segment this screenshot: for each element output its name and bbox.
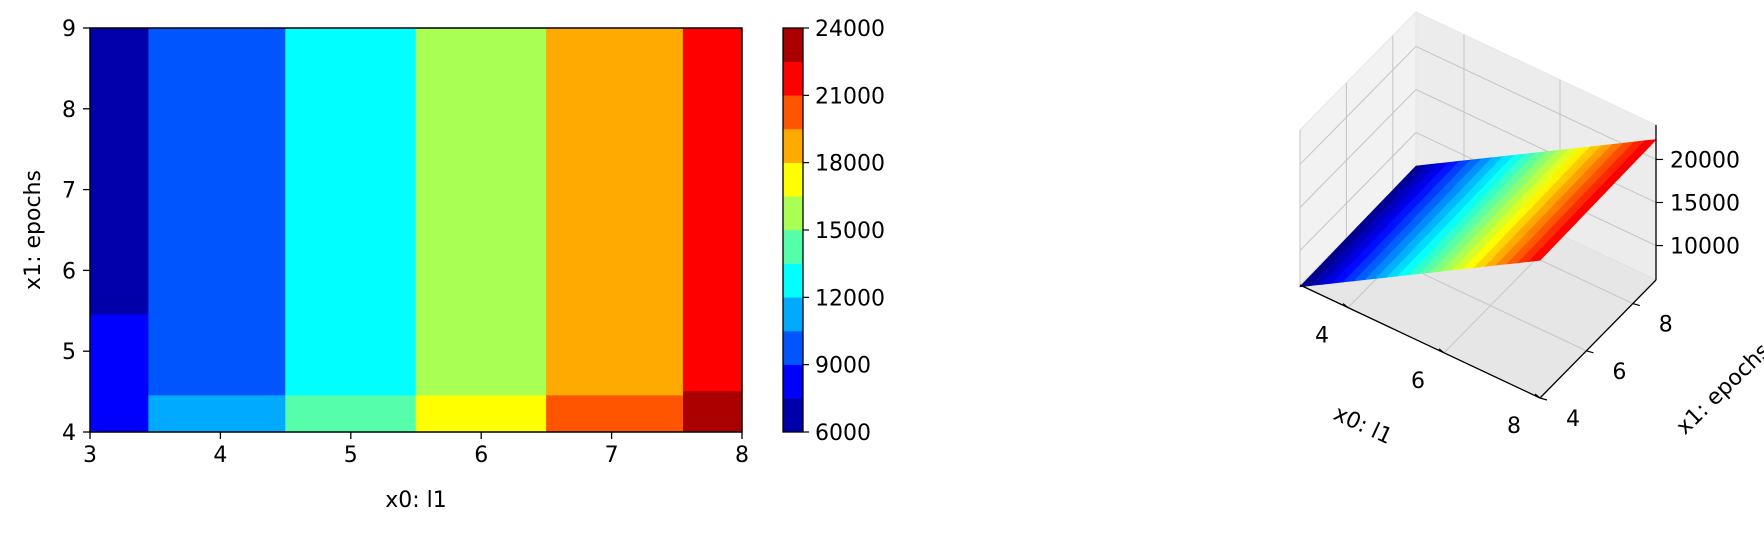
colorbar-tick-label: 9000 (815, 354, 871, 379)
y-tick-label: 6 (62, 259, 76, 284)
grid-line (1415, 45, 1657, 160)
contour-region (148, 27, 286, 396)
contour-region (546, 27, 684, 396)
colorbar-segment (782, 398, 804, 433)
contour-region (148, 395, 286, 433)
grid-line (1299, 89, 1417, 208)
z3d-tick-label: 20000 (1670, 148, 1740, 173)
colorbar-segment (782, 330, 804, 365)
x-axis-line (1299, 284, 1541, 399)
grid-line (1299, 46, 1417, 165)
x-tick-label: 8 (735, 443, 749, 468)
colorbar-segment (782, 229, 804, 264)
colorbar-segment (782, 95, 804, 130)
x3d-tick-mark (1438, 348, 1445, 354)
colorbar-segment (782, 263, 804, 298)
contour-region (683, 391, 743, 433)
x3d-tick-mark (1342, 303, 1349, 309)
colorbar-segment (782, 364, 804, 399)
y3d-tick-label: 8 (1659, 313, 1673, 338)
surface-patch (1528, 229, 1571, 262)
contour-region (285, 395, 417, 433)
colorbar-segment (782, 196, 804, 231)
x-tick-label: 5 (344, 443, 358, 468)
contour-region (683, 27, 743, 392)
y3d-tick-mark (1632, 303, 1640, 307)
grid-line (1299, 132, 1417, 251)
y3d-tick-label: 4 (1566, 407, 1580, 432)
contour-axes-frame (89, 27, 743, 433)
colorbar-segment (782, 162, 804, 197)
y-tick-label: 7 (62, 179, 76, 204)
contour-region (415, 395, 547, 433)
colorbar-tick-label: 15000 (815, 219, 885, 244)
y-tick-label: 9 (62, 17, 76, 42)
x-tick-label: 7 (605, 443, 619, 468)
x-tick-label: 6 (474, 443, 488, 468)
x3d-tick-label: 8 (1507, 414, 1521, 439)
y-axis-line (1539, 279, 1657, 399)
x-tick-label: 4 (213, 443, 227, 468)
x3d-axis-label: x0: l1 (1330, 401, 1396, 450)
y-tick-label: 8 (62, 98, 76, 123)
contour-region (546, 395, 684, 433)
contour-region (415, 27, 547, 396)
contour-region (89, 314, 149, 433)
y-axis-label: x1: epochs (21, 170, 46, 290)
colorbar-segment (782, 27, 804, 62)
colorbar-tick-label: 18000 (815, 152, 885, 177)
y3d-tick-mark (1586, 350, 1594, 354)
x3d-tick-label: 4 (1315, 324, 1329, 349)
grid-line (1415, 89, 1657, 203)
colorbar-tick-label: 21000 (815, 84, 885, 109)
contour-region (89, 27, 149, 316)
x3d-tick-mark (1534, 393, 1541, 399)
x-axis-label: x0: l1 (385, 488, 447, 513)
colorbar-tick-label: 24000 (815, 17, 885, 42)
z3d-tick-label: 10000 (1670, 235, 1740, 260)
y3d-tick-mark (1539, 397, 1548, 401)
y3d-tick-label: 6 (1612, 360, 1626, 385)
x3d-tick-label: 6 (1411, 369, 1425, 394)
z3d-tick-label: 15000 (1670, 192, 1740, 217)
y-tick-label: 5 (62, 340, 76, 365)
colorbar-segment (782, 297, 804, 332)
colorbar-tick-label: 6000 (815, 421, 871, 446)
surface-3d-plot: 4 6 8 4 6 8 10000 15000 20000 x0: l1 x1: epochs (1298, 10, 1764, 450)
colorbar-segment (782, 61, 804, 96)
y3d-axis-label: x1: epochs (1672, 339, 1764, 440)
contour-region (285, 27, 417, 396)
x-tick-label: 3 (83, 443, 97, 468)
colorbar: 6000 9000 12000 15000 18000 21000 24000 (782, 17, 885, 446)
y-tick-label: 4 (62, 421, 76, 446)
colorbar-segment (782, 128, 804, 163)
colorbar-tick-label: 12000 (815, 286, 885, 311)
